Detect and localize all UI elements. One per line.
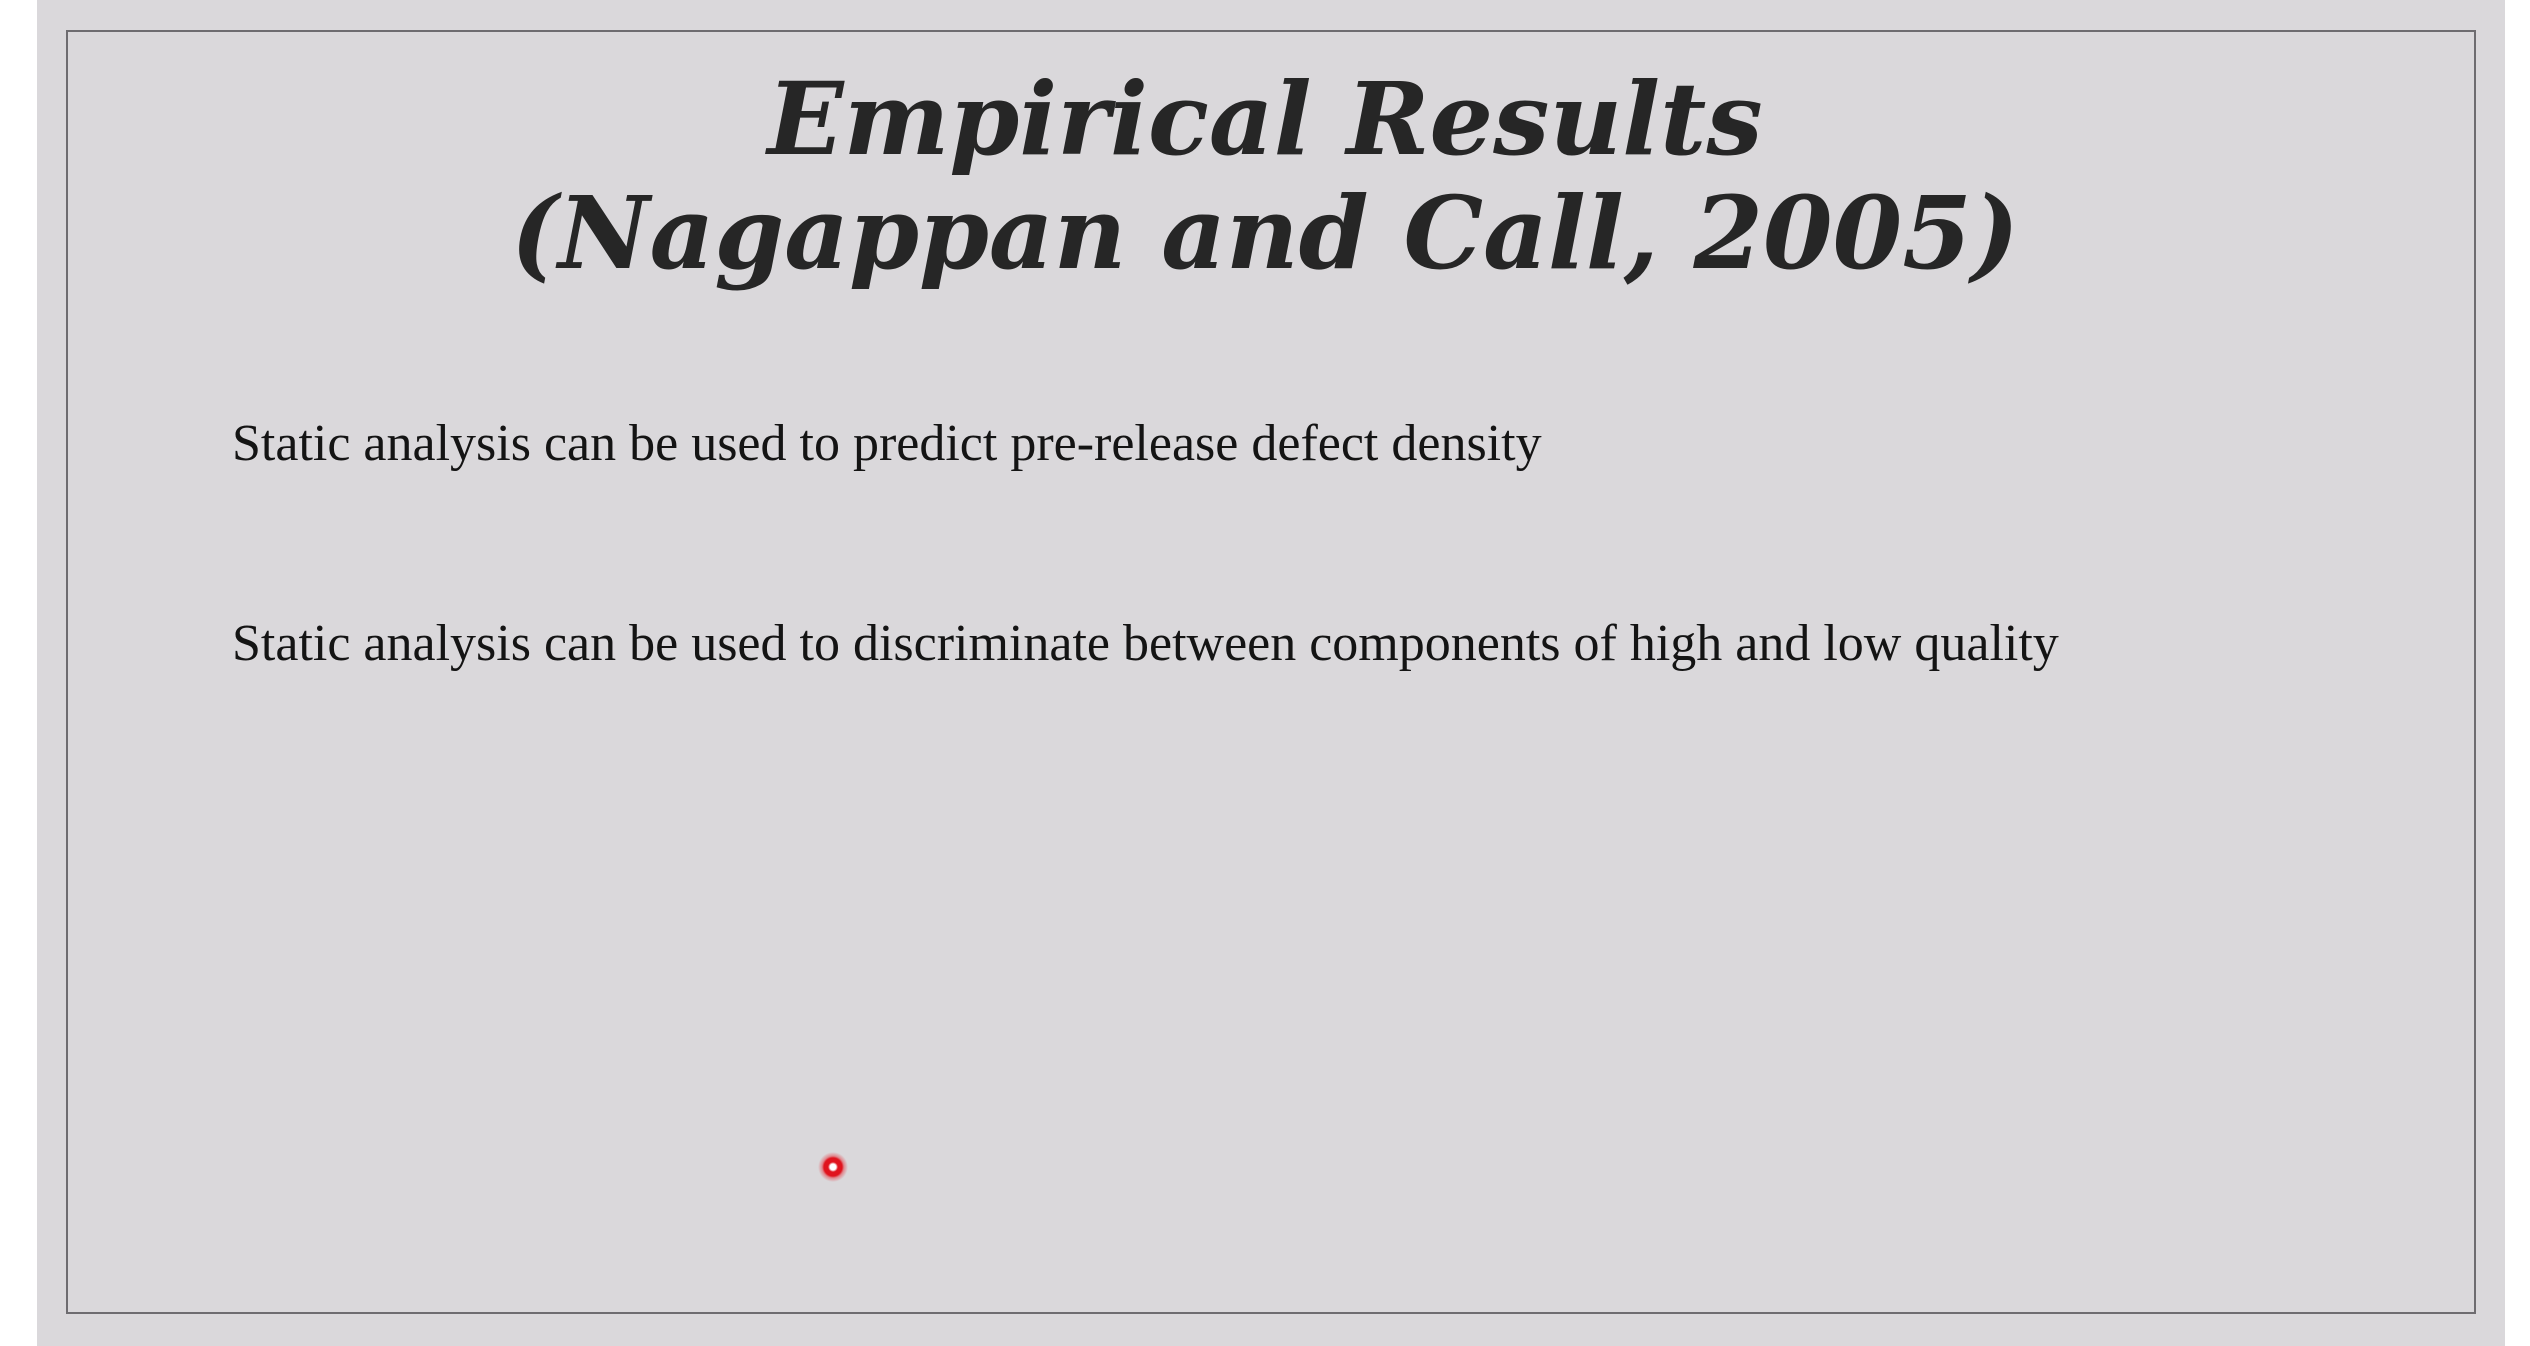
slide-background <box>37 0 2505 1346</box>
slide-title-line-2: (Nagappan and Call, 2005) <box>510 174 2020 292</box>
slide-title-line-1: Empirical Results <box>767 60 1763 178</box>
laser-pointer-icon <box>818 1152 848 1182</box>
slide-title: Empirical Results (Nagappan and Call, 20… <box>0 62 2530 290</box>
slide-bullet-2: Static analysis can be used to discrimin… <box>232 615 2059 672</box>
slide-bullet-1: Static analysis can be used to predict p… <box>232 415 1542 472</box>
slide-frame <box>66 30 2476 1314</box>
